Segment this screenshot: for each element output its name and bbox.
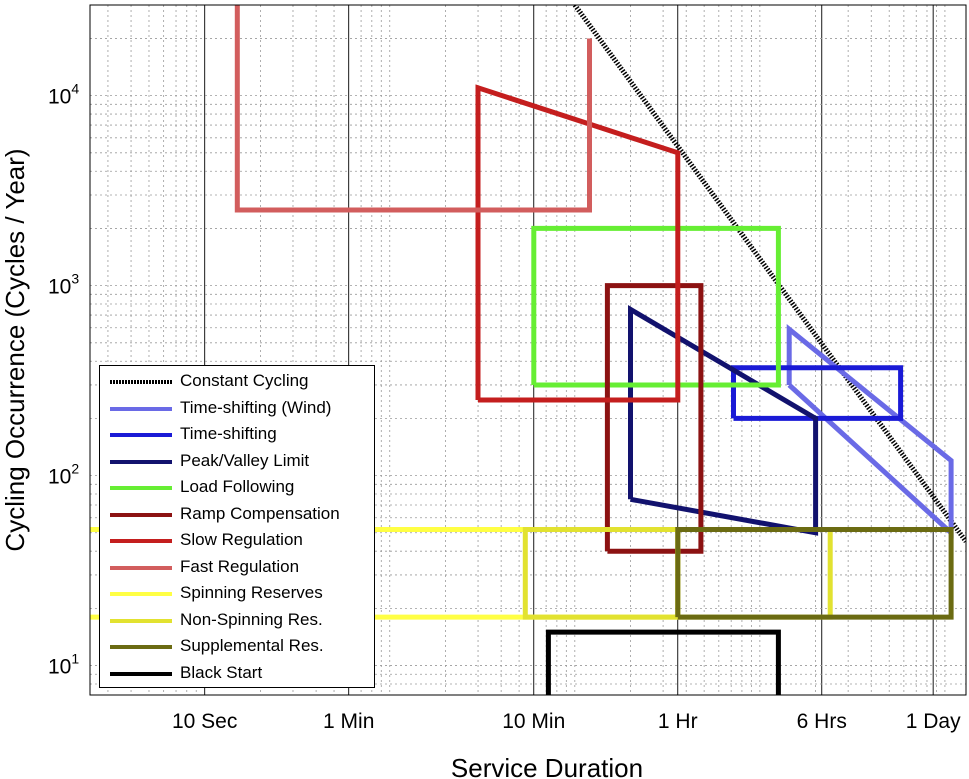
legend-label: Non-Spinning Res.	[180, 609, 323, 629]
legend: Constant Cycling Time-shifting (Wind) Time…	[99, 365, 375, 688]
legend-swatch	[110, 512, 172, 517]
legend-label: Spinning Reserves	[180, 583, 323, 602]
x-tick-label: 10 Sec	[172, 710, 237, 733]
legend-item: Peak/Valley Limit	[100, 448, 376, 474]
series-fast-regulation	[234, 5, 592, 213]
legend-label: Slow Regulation	[180, 530, 303, 549]
legend-swatch	[110, 459, 172, 464]
legend-label: Ramp Compensation	[180, 503, 340, 523]
series-layer	[90, 5, 966, 695]
series-ramp-compensation	[604, 283, 704, 554]
y-tick-label: 102	[48, 461, 79, 489]
legend-item: Constant Cycling	[100, 368, 376, 394]
tick-labels: 10 Sec 1 Min 10 Min 1 Hr 6 Hrs 1 Day 101 102 103…	[48, 81, 961, 733]
legend-item: Non-Spinning Res.	[100, 607, 376, 633]
legend-item: Supplemental Res.	[100, 633, 376, 659]
series-time-shifting-wind	[786, 323, 954, 539]
legend-swatch	[110, 486, 172, 490]
y-tick-label: 101	[48, 651, 79, 679]
legend-label: Time-shifting (Wind)	[180, 397, 332, 417]
x-tick-label: 1 Hr	[658, 710, 698, 733]
series-supplemental-res	[675, 527, 954, 620]
series-slow-regulation	[475, 84, 681, 403]
series-black-start	[545, 629, 781, 695]
legend-swatch	[110, 592, 172, 596]
y-tick-label: 104	[48, 81, 79, 109]
legend-label: Supplemental Res.	[180, 636, 324, 655]
legend-label: Time-shifting	[180, 424, 277, 443]
y-tick-label: 103	[48, 271, 79, 299]
x-tick-label: 10 Min	[502, 710, 565, 733]
legend-swatch	[110, 539, 172, 543]
x-tick-label: 1 Day	[906, 710, 961, 733]
legend-swatch	[110, 433, 172, 437]
legend-item: Load Following	[100, 474, 376, 500]
legend-item: Fast Regulation	[100, 554, 376, 580]
legend-item: Time-shifting (Wind)	[100, 395, 376, 421]
legend-item: Black Start	[100, 660, 376, 686]
legend-swatch	[110, 406, 172, 411]
plot-frame	[89, 4, 967, 696]
series-load-following	[531, 225, 781, 388]
legend-item: Slow Regulation	[100, 527, 376, 553]
legend-label: Fast Regulation	[180, 556, 300, 576]
legend-item: Ramp Compensation	[100, 501, 376, 527]
legend-item: Time-shifting	[100, 421, 376, 447]
y-axis-title: Cycling Occurrence (Cycles / Year)	[0, 148, 30, 551]
legend-swatch	[110, 618, 172, 623]
legend-label: Load Following	[180, 477, 295, 496]
legend-item: Spinning Reserves	[100, 580, 376, 606]
legend-swatch	[110, 671, 172, 676]
series-peak-valley-limit	[628, 305, 819, 536]
legend-label: Constant Cycling	[180, 371, 309, 390]
legend-swatch	[110, 380, 172, 384]
x-tick-label: 6 Hrs	[797, 710, 847, 733]
x-tick-label: 1 Min	[323, 710, 374, 733]
legend-label: Black Start	[180, 662, 263, 682]
legend-swatch	[110, 565, 172, 570]
x-axis-title: Service Duration	[451, 753, 643, 779]
legend-swatch	[110, 645, 172, 649]
series-constant-cycling	[572, 5, 966, 543]
legend-label: Peak/Valley Limit	[180, 450, 310, 470]
